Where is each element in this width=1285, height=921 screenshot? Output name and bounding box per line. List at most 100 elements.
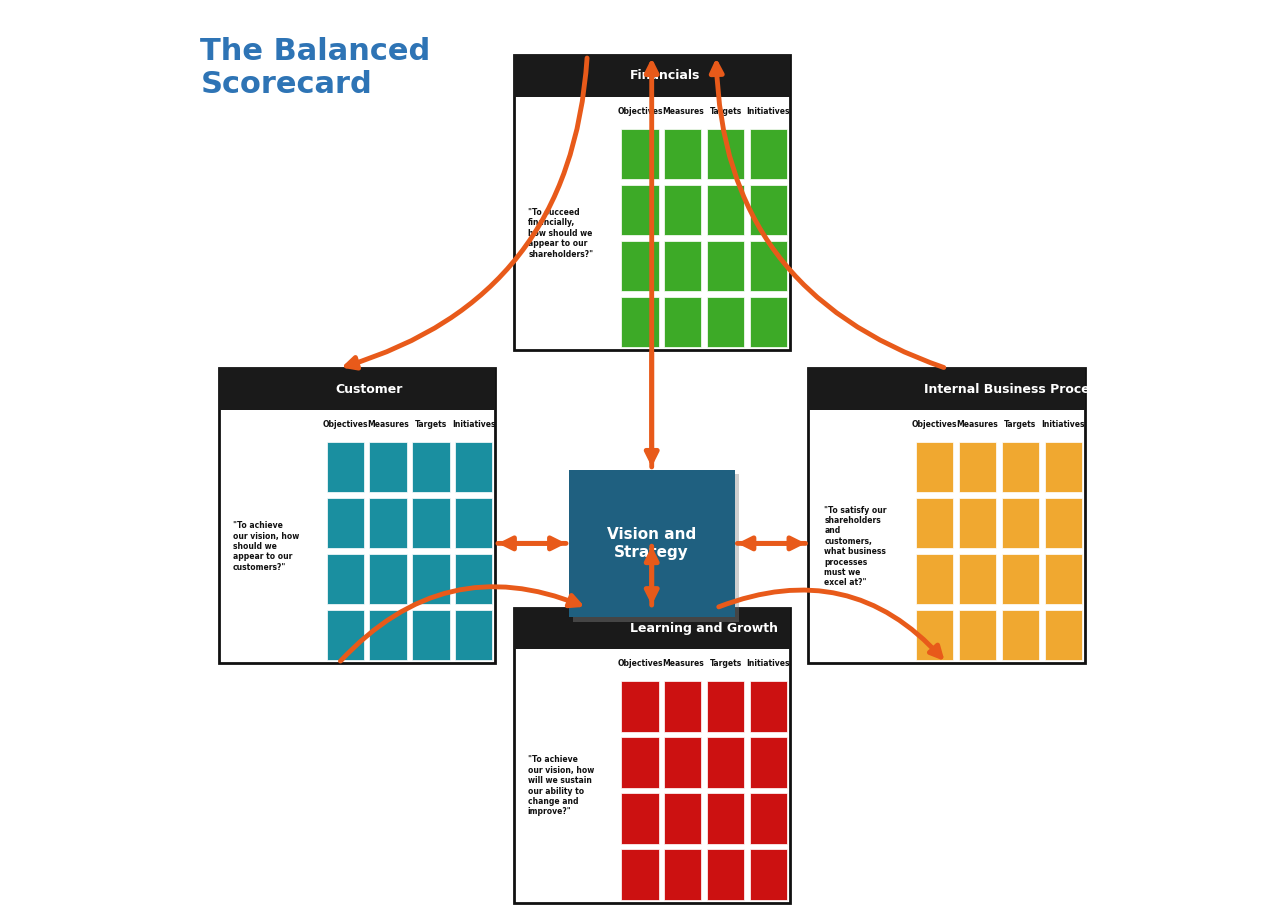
FancyBboxPatch shape <box>916 554 953 604</box>
FancyBboxPatch shape <box>664 682 702 732</box>
Text: Targets: Targets <box>709 107 741 116</box>
FancyBboxPatch shape <box>664 185 702 235</box>
FancyBboxPatch shape <box>664 738 702 787</box>
FancyBboxPatch shape <box>959 554 996 604</box>
FancyArrowPatch shape <box>341 587 580 661</box>
FancyBboxPatch shape <box>412 610 450 660</box>
Text: Customer: Customer <box>335 382 402 395</box>
Text: Initiatives: Initiatives <box>1041 420 1085 429</box>
FancyBboxPatch shape <box>749 793 788 844</box>
FancyBboxPatch shape <box>369 554 407 604</box>
FancyBboxPatch shape <box>707 297 744 347</box>
Text: Targets: Targets <box>1004 420 1037 429</box>
FancyBboxPatch shape <box>369 610 407 660</box>
FancyBboxPatch shape <box>707 129 744 180</box>
FancyBboxPatch shape <box>664 849 702 900</box>
FancyBboxPatch shape <box>749 738 788 787</box>
FancyBboxPatch shape <box>622 240 659 291</box>
Text: Vision and
Strategy: Vision and Strategy <box>607 527 696 560</box>
FancyBboxPatch shape <box>749 297 788 347</box>
FancyBboxPatch shape <box>749 682 788 732</box>
FancyBboxPatch shape <box>622 297 659 347</box>
Text: Initiatives: Initiatives <box>747 107 790 116</box>
FancyBboxPatch shape <box>664 793 702 844</box>
FancyBboxPatch shape <box>808 368 1085 663</box>
Text: Learning and Growth: Learning and Growth <box>630 622 777 635</box>
FancyBboxPatch shape <box>412 498 450 548</box>
Text: Initiatives: Initiatives <box>747 659 790 669</box>
FancyBboxPatch shape <box>916 610 953 660</box>
FancyBboxPatch shape <box>916 498 953 548</box>
FancyBboxPatch shape <box>749 185 788 235</box>
Text: The Balanced
Scorecard: The Balanced Scorecard <box>200 37 430 99</box>
FancyBboxPatch shape <box>622 682 659 732</box>
FancyBboxPatch shape <box>455 554 492 604</box>
Text: Targets: Targets <box>415 420 447 429</box>
FancyBboxPatch shape <box>369 442 407 493</box>
FancyBboxPatch shape <box>218 368 495 663</box>
Text: "To achieve
our vision, how
should we
appear to our
customers?": "To achieve our vision, how should we ap… <box>233 521 299 572</box>
FancyBboxPatch shape <box>1002 442 1040 493</box>
FancyArrowPatch shape <box>347 58 587 368</box>
FancyBboxPatch shape <box>707 849 744 900</box>
FancyBboxPatch shape <box>707 240 744 291</box>
FancyBboxPatch shape <box>1045 442 1082 493</box>
Text: Measures: Measures <box>956 420 998 429</box>
FancyBboxPatch shape <box>707 682 744 732</box>
FancyBboxPatch shape <box>1002 498 1040 548</box>
Text: Measures: Measures <box>662 107 704 116</box>
FancyBboxPatch shape <box>514 55 790 97</box>
FancyBboxPatch shape <box>455 498 492 548</box>
FancyBboxPatch shape <box>412 554 450 604</box>
FancyBboxPatch shape <box>514 55 790 350</box>
FancyBboxPatch shape <box>622 185 659 235</box>
Text: Internal Business Process: Internal Business Process <box>924 382 1105 395</box>
FancyBboxPatch shape <box>412 442 450 493</box>
FancyBboxPatch shape <box>1002 554 1040 604</box>
Text: Objectives: Objectives <box>323 420 368 429</box>
FancyBboxPatch shape <box>514 608 790 649</box>
FancyBboxPatch shape <box>916 442 953 493</box>
FancyBboxPatch shape <box>808 368 1085 410</box>
FancyBboxPatch shape <box>707 738 744 787</box>
FancyBboxPatch shape <box>569 470 735 617</box>
Text: Targets: Targets <box>709 659 741 669</box>
Text: Financials: Financials <box>630 69 700 82</box>
FancyBboxPatch shape <box>218 368 495 410</box>
FancyBboxPatch shape <box>749 129 788 180</box>
FancyBboxPatch shape <box>664 129 702 180</box>
FancyBboxPatch shape <box>749 240 788 291</box>
FancyBboxPatch shape <box>326 442 364 493</box>
FancyBboxPatch shape <box>573 474 739 622</box>
FancyBboxPatch shape <box>1045 610 1082 660</box>
Text: "To achieve
our vision, how
will we sustain
our ability to
change and
improve?": "To achieve our vision, how will we sust… <box>528 755 594 817</box>
FancyBboxPatch shape <box>749 849 788 900</box>
FancyArrowPatch shape <box>711 64 943 367</box>
FancyBboxPatch shape <box>455 610 492 660</box>
FancyBboxPatch shape <box>1045 498 1082 548</box>
FancyBboxPatch shape <box>622 849 659 900</box>
Text: Initiatives: Initiatives <box>452 420 496 429</box>
Text: Objectives: Objectives <box>617 107 663 116</box>
Text: Objectives: Objectives <box>617 659 663 669</box>
FancyBboxPatch shape <box>707 185 744 235</box>
FancyBboxPatch shape <box>514 608 790 903</box>
FancyBboxPatch shape <box>622 793 659 844</box>
FancyBboxPatch shape <box>664 297 702 347</box>
FancyBboxPatch shape <box>326 554 364 604</box>
Text: Objectives: Objectives <box>912 420 957 429</box>
Text: "To succeed
financially,
how should we
appear to our
shareholders?": "To succeed financially, how should we a… <box>528 208 594 259</box>
FancyBboxPatch shape <box>326 610 364 660</box>
Text: "To satisfy our
shareholders
and
customers,
what business
processes
must we
exce: "To satisfy our shareholders and custome… <box>824 506 887 588</box>
FancyBboxPatch shape <box>959 442 996 493</box>
FancyBboxPatch shape <box>326 498 364 548</box>
Text: Measures: Measures <box>662 659 704 669</box>
FancyBboxPatch shape <box>369 498 407 548</box>
Text: Measures: Measures <box>368 420 409 429</box>
FancyBboxPatch shape <box>622 738 659 787</box>
FancyBboxPatch shape <box>959 610 996 660</box>
FancyBboxPatch shape <box>1002 610 1040 660</box>
FancyBboxPatch shape <box>622 129 659 180</box>
FancyBboxPatch shape <box>959 498 996 548</box>
FancyBboxPatch shape <box>1045 554 1082 604</box>
